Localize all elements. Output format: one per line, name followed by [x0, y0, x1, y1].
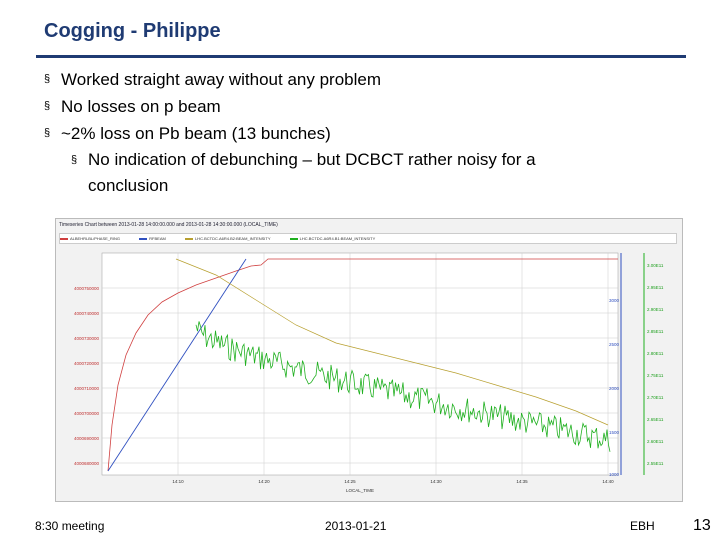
bullet-marker-icon: §	[44, 100, 51, 112]
timber-screenshot: Timeseries Chart between 2013-01-28 14:0…	[55, 218, 683, 502]
legend-swatch-icon	[289, 237, 298, 240]
legend-item: ALBEHRLBL/PHASE_RING	[60, 236, 120, 241]
right-axis-ticks: 3.00E11 2.95E11 2.90E11 2.85E11 2.80E11 …	[647, 263, 664, 466]
x-tick-label: 14:25	[344, 479, 356, 484]
bullet-item: § No losses on p beam	[44, 93, 684, 120]
left-tick-label: 4000680000	[74, 461, 100, 466]
footer-right: EBH	[630, 519, 655, 533]
sub-bullet-text-line2: conclusion	[88, 176, 169, 195]
legend-item: LHC.BCTDC.A6R4.B2:BEAM_INTENSITY	[184, 236, 271, 241]
mid-tick-label: 1000	[609, 472, 620, 477]
x-tick-label: 14:20	[258, 479, 270, 484]
x-tick-label: 14:10	[172, 479, 184, 484]
bullet-marker-icon: §	[44, 73, 51, 85]
x-axis-label: LOCAL_TIME	[346, 488, 374, 493]
plot-background	[101, 252, 619, 476]
x-tick-label: 14:40	[602, 479, 614, 484]
legend-swatch-icon	[184, 237, 193, 240]
right-tick-label: 2.75E11	[647, 373, 664, 378]
bullet-item: § ~2% loss on Pb beam (13 bunches)	[44, 120, 684, 147]
left-tick-label: 4000710000	[74, 386, 100, 391]
right-tick-label: 2.90E11	[647, 307, 664, 312]
right-tick-label: 2.80E11	[647, 351, 664, 356]
b2-intensity-series	[175, 258, 609, 426]
screenshot-legend: ALBEHRLBL/PHASE_RING RFBEAM LHC.BCTDC.A6…	[59, 233, 677, 244]
right-tick-label: 3.00E11	[647, 263, 664, 268]
bullet-marker-icon: §	[71, 154, 78, 166]
bullet-text: ~2% loss on Pb beam (13 bunches)	[61, 124, 331, 143]
sub-bullet-text-line1: No indication of debunching – but DCBCT …	[88, 150, 536, 169]
bullet-marker-icon: §	[44, 127, 51, 139]
bullet-text: Worked straight away without any problem	[61, 70, 382, 89]
left-tick-label: 4000730000	[74, 336, 100, 341]
legend-label: RFBEAM	[149, 236, 166, 241]
footer-left: 8:30 meeting	[35, 519, 105, 533]
right-tick-label: 2.70E11	[647, 395, 664, 400]
legend-swatch-icon	[60, 237, 68, 240]
mid-tick-label: 2000	[609, 386, 620, 391]
legend-item: LHC.BCTDC.A6R4.B1:BEAM_INTENSITY	[289, 236, 376, 241]
left-tick-label: 4000740000	[74, 311, 100, 316]
title-divider	[36, 55, 686, 58]
b1-intensity-series	[195, 321, 611, 452]
page-number: 13	[693, 517, 711, 534]
plot-area: 4000750000 4000740000 4000730000 4000720…	[74, 252, 664, 493]
phase-ring-series	[107, 258, 618, 472]
left-axis-ticks: 4000750000 4000740000 4000730000 4000720…	[74, 286, 100, 466]
right-tick-label: 2.55E11	[647, 461, 664, 466]
mid-axis-ticks: 3000 2500 2000 1500 1000	[609, 298, 620, 477]
mid-tick-label: 1500	[609, 430, 620, 435]
legend-swatch-icon	[139, 237, 148, 240]
right-tick-label: 2.60E11	[647, 439, 664, 444]
sub-bullet-item: § No indication of debunching – but DCBC…	[44, 147, 684, 199]
footer-center: 2013-01-21	[325, 519, 387, 533]
legend-label: LHC.BCTDC.A6R4.B2:BEAM_INTENSITY	[194, 236, 271, 241]
legend-item: RFBEAM	[139, 236, 166, 241]
x-tick-label: 14:35	[516, 479, 528, 484]
rfbeam-series	[107, 258, 247, 472]
mid-tick-label: 3000	[609, 298, 620, 303]
bullet-list: § Worked straight away without any probl…	[44, 66, 684, 199]
left-tick-label: 4000720000	[74, 361, 100, 366]
mid-tick-label: 2500	[609, 342, 620, 347]
bullet-text: No losses on p beam	[61, 97, 221, 116]
left-tick-label: 4000690000	[74, 436, 100, 441]
right-tick-label: 2.85E11	[647, 329, 664, 334]
x-axis-ticks: 14:10 14:20 14:25 14:30 14:35 14:40 LOCA…	[172, 479, 614, 493]
bullet-item: § Worked straight away without any probl…	[44, 66, 684, 93]
screenshot-title: Timeseries Chart between 2013-01-28 14:0…	[59, 222, 278, 228]
slide-title: Cogging - Philippe	[44, 20, 221, 42]
left-tick-label: 4000700000	[74, 411, 100, 416]
legend-label: LHC.BCTDC.A6R4.B1:BEAM_INTENSITY	[299, 236, 376, 241]
legend-label: ALBEHRLBL/PHASE_RING	[70, 236, 121, 241]
left-tick-label: 4000750000	[74, 286, 100, 291]
x-tick-label: 14:30	[430, 479, 442, 484]
right-tick-label: 2.95E11	[647, 285, 664, 290]
right-tick-label: 2.65E11	[647, 417, 664, 422]
